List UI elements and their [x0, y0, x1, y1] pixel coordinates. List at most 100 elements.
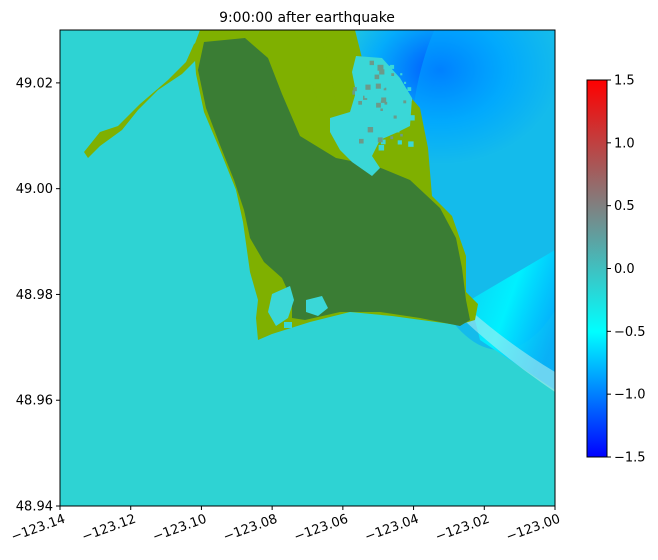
flooded-speckle — [367, 127, 374, 133]
flooded-speckle — [356, 137, 361, 142]
flooded-speckle — [382, 86, 385, 89]
x-tick-label: −123.00 — [504, 512, 562, 545]
flooded-speckle — [365, 124, 369, 128]
flooded-speckle — [376, 102, 381, 108]
x-tick-label: −123.08 — [221, 512, 279, 545]
flooded-speckle — [384, 116, 388, 121]
flooded-speckle — [359, 98, 365, 104]
plot-area — [60, 30, 555, 506]
flooded-speckle — [391, 73, 395, 76]
wave-plume — [470, 250, 555, 390]
colorbar-tick-label: 1.0 — [614, 136, 635, 151]
flooded-speckle — [355, 91, 359, 96]
colorbar-tick-label: −1.5 — [614, 451, 646, 466]
flooded-speckle — [378, 97, 382, 101]
y-tick-label: 48.94 — [16, 500, 53, 515]
flooded-speckle — [366, 97, 371, 102]
colorbar-tick-label: 1.5 — [614, 74, 635, 89]
dry-land — [198, 38, 470, 326]
flooded-speckle — [377, 137, 383, 143]
flooded-speckle — [404, 81, 407, 84]
dry-land-ridge — [295, 30, 336, 112]
colorbar: −1.5 −1.0 −0.5 0.0 0.5 1.0 1.5 — [586, 74, 646, 466]
flooded-speckle — [408, 141, 414, 147]
flooded-speckle — [383, 87, 387, 91]
colorbar-gradient — [587, 80, 607, 457]
x-tick-label: −123.14 — [9, 512, 67, 545]
flooded-speckle — [356, 59, 361, 64]
colorbar-tick-label: −0.5 — [614, 325, 646, 340]
flooded-speckle — [356, 64, 360, 67]
flooded-speck — [284, 322, 292, 328]
flooded-speckle — [389, 70, 393, 74]
flooded-speckle — [356, 141, 360, 145]
flooded-speckle — [409, 115, 415, 121]
flooded-speckle — [394, 82, 401, 88]
flooded-speckle — [372, 64, 379, 71]
flooded-speckle — [409, 98, 413, 101]
flooded-speckle — [380, 139, 386, 145]
y-tick-label: 49.02 — [16, 76, 53, 91]
flooded-speckle — [400, 73, 403, 76]
x-tick-label: −123.10 — [151, 512, 209, 545]
flooded-speckle — [384, 101, 388, 105]
flooded-speckle — [391, 83, 394, 86]
flooded-speckle — [403, 100, 407, 104]
peninsula-spit — [84, 40, 200, 158]
flooded-speckle — [407, 104, 410, 107]
flooded-speckle — [358, 101, 362, 105]
flooded-speckle — [365, 118, 369, 122]
y-tick-label: 49.00 — [16, 182, 53, 197]
flooded-speckle — [359, 138, 364, 144]
flooded-speckle — [352, 90, 357, 95]
y-tick-label: 48.96 — [16, 394, 53, 409]
flooded-speckle — [387, 94, 392, 100]
flooded-speckle — [380, 97, 387, 103]
flooded-speckle — [364, 93, 370, 99]
flooded-pocket-south-1 — [268, 286, 294, 326]
flooded-speckle — [397, 140, 402, 145]
plot-frame — [59, 29, 556, 507]
flooded-speckle — [378, 145, 385, 151]
flooded-speckle — [380, 108, 383, 111]
flooded-speckle — [404, 105, 409, 110]
flooded-speckle — [359, 72, 362, 75]
flooded-speckle — [377, 91, 382, 97]
flooded-speckle — [352, 126, 357, 130]
flooded-speckle — [393, 115, 397, 119]
flooded-speckle — [388, 65, 392, 70]
flooded-speckle — [409, 117, 412, 120]
flooded-speckle — [390, 136, 394, 140]
flooded-speckle — [377, 64, 384, 71]
colorbar-ticks: −1.5 −1.0 −0.5 0.0 0.5 1.0 1.5 — [607, 74, 646, 466]
flooded-speckle — [407, 87, 412, 91]
x-tick-label: −123.04 — [363, 512, 421, 545]
flooded-speckle — [369, 60, 374, 66]
colorbar-tick-label: −1.0 — [614, 388, 646, 403]
y-axis: 48.94 48.96 48.98 49.00 49.02 — [16, 76, 60, 515]
flooded-speckles — [352, 59, 415, 151]
plume-streak — [466, 310, 555, 392]
flooded-speckle — [390, 64, 395, 69]
x-axis: −123.14 −123.12 −123.10 −123.08 −123.06 −123.… — [9, 506, 562, 545]
flooded-speckle — [395, 128, 400, 133]
flooded-speckle — [353, 87, 357, 91]
colorbar-tick-label: 0.5 — [614, 199, 635, 214]
flooded-speckle — [394, 88, 401, 95]
chart-title: 9:00:00 after earthquake — [219, 10, 395, 26]
flooded-speckle — [374, 74, 380, 80]
x-tick-label: −123.02 — [434, 512, 492, 545]
flooded-speckle — [354, 142, 361, 149]
flooded-speckle — [395, 115, 400, 120]
y-tick-label: 48.98 — [16, 288, 53, 303]
x-tick-label: −123.12 — [80, 512, 138, 545]
x-tick-label: −123.06 — [292, 512, 350, 545]
flooded-pocket-south-2 — [306, 296, 328, 316]
flooded-speckle — [375, 119, 381, 124]
flooded-speckle — [365, 84, 371, 90]
flooded-speckle — [375, 83, 381, 89]
flooded-speckle — [400, 133, 403, 137]
colorbar-tick-label: 0.0 — [614, 262, 635, 277]
flooded-speckle — [361, 121, 366, 127]
